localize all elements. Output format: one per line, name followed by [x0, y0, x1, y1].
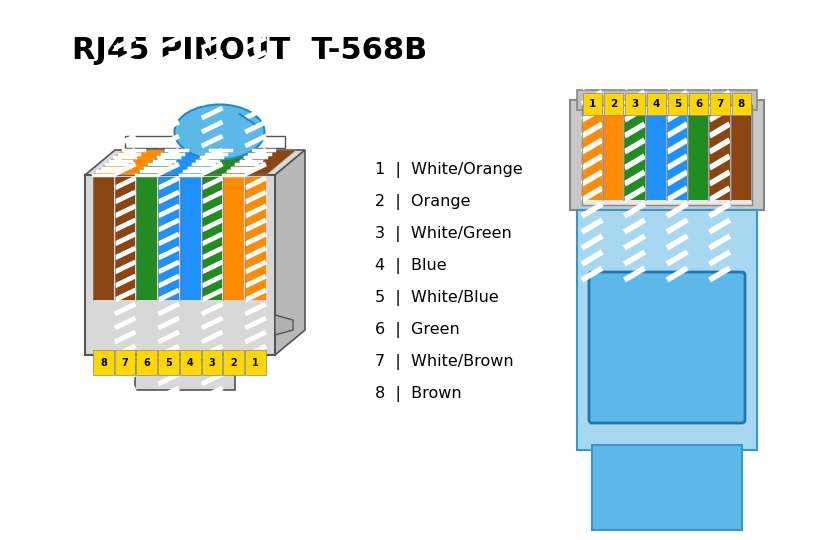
- Bar: [667, 93, 686, 115]
- Bar: [576, 210, 756, 450]
- Text: 7: 7: [122, 357, 128, 368]
- Text: 1  |  White/Orange: 1 | White/Orange: [375, 162, 522, 178]
- Text: 5: 5: [165, 357, 172, 368]
- Text: 8  |  Brown: 8 | Brown: [375, 386, 461, 402]
- Bar: [731, 93, 750, 115]
- Bar: [604, 93, 623, 115]
- Bar: [687, 115, 708, 200]
- Bar: [645, 115, 665, 200]
- Bar: [158, 350, 179, 375]
- Bar: [136, 350, 157, 375]
- Polygon shape: [136, 150, 187, 175]
- Bar: [125, 136, 284, 148]
- Text: 2: 2: [230, 357, 237, 368]
- Text: 2: 2: [609, 99, 617, 109]
- Polygon shape: [158, 150, 208, 175]
- Bar: [202, 350, 222, 375]
- Text: 1: 1: [252, 357, 259, 368]
- Text: 7  |  White/Brown: 7 | White/Brown: [375, 354, 513, 370]
- Polygon shape: [115, 150, 165, 175]
- Text: 3  |  White/Green: 3 | White/Green: [375, 226, 511, 242]
- Text: 5  |  White/Blue: 5 | White/Blue: [375, 290, 498, 306]
- Bar: [115, 350, 136, 375]
- Text: 4: 4: [652, 99, 659, 109]
- Bar: [667, 115, 686, 200]
- Polygon shape: [85, 150, 304, 175]
- Bar: [624, 93, 644, 115]
- Bar: [582, 93, 601, 115]
- Bar: [245, 177, 265, 300]
- Bar: [576, 90, 756, 110]
- Bar: [93, 177, 113, 300]
- Polygon shape: [179, 150, 231, 175]
- Text: 6: 6: [695, 99, 701, 109]
- Bar: [730, 115, 750, 200]
- Bar: [624, 115, 644, 200]
- Text: 3: 3: [208, 357, 215, 368]
- Text: 4: 4: [187, 357, 194, 368]
- Bar: [85, 175, 275, 355]
- Bar: [179, 177, 200, 300]
- Bar: [179, 350, 200, 375]
- FancyBboxPatch shape: [588, 272, 744, 423]
- Bar: [688, 93, 708, 115]
- Bar: [591, 445, 741, 530]
- Polygon shape: [93, 150, 144, 175]
- Bar: [93, 350, 113, 375]
- Text: 1: 1: [588, 99, 595, 109]
- Polygon shape: [223, 150, 274, 175]
- Bar: [581, 105, 751, 205]
- Ellipse shape: [174, 105, 264, 159]
- Polygon shape: [275, 150, 304, 355]
- Bar: [569, 100, 763, 210]
- Bar: [603, 115, 623, 200]
- Text: 2  |  Orange: 2 | Orange: [375, 194, 470, 210]
- Text: 7: 7: [715, 99, 723, 109]
- Text: 4  |  Blue: 4 | Blue: [375, 258, 446, 274]
- Text: 8: 8: [737, 99, 744, 109]
- Bar: [245, 350, 265, 375]
- Text: 6  |  Green: 6 | Green: [375, 322, 459, 338]
- Bar: [202, 177, 222, 300]
- Bar: [136, 177, 157, 300]
- Polygon shape: [275, 315, 293, 335]
- Bar: [158, 177, 179, 300]
- Polygon shape: [245, 150, 295, 175]
- Bar: [710, 93, 729, 115]
- Text: 5: 5: [673, 99, 681, 109]
- Bar: [646, 93, 665, 115]
- Bar: [581, 115, 601, 200]
- Bar: [223, 350, 244, 375]
- Bar: [135, 360, 235, 390]
- Bar: [115, 177, 136, 300]
- Text: 3: 3: [631, 99, 638, 109]
- Text: 8: 8: [100, 357, 107, 368]
- Text: RJ45 PINOUT  T-568B: RJ45 PINOUT T-568B: [72, 36, 427, 64]
- Bar: [709, 115, 729, 200]
- Text: 6: 6: [143, 357, 150, 368]
- Polygon shape: [202, 150, 252, 175]
- Bar: [223, 177, 244, 300]
